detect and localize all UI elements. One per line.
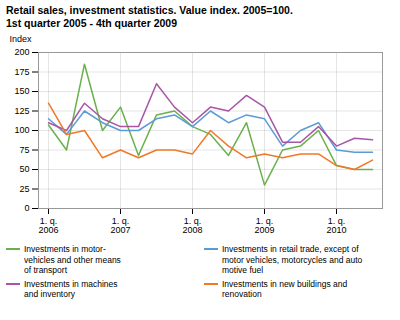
svg-text:200: 200 <box>14 47 29 57</box>
svg-text:75: 75 <box>19 145 29 155</box>
svg-text:150: 150 <box>14 86 29 96</box>
html-text:Investments in retail trade, e: Investments in retail trade, except of m… <box>222 244 363 275</box>
html-text:Retail sales, investment stati: Retail sales, investment statistics. Val… <box>6 4 293 16</box>
svg-text:125: 125 <box>14 106 29 116</box>
html-text:Investments in machines and in: Investments in machines and inventory <box>24 278 118 299</box>
svg-text:1. q.2006: 1. q.2006 <box>38 216 58 235</box>
svg-text:0: 0 <box>24 203 29 213</box>
html-text:Investments in motor- vehicles: Investments in motor- vehicles and other… <box>24 244 121 275</box>
svg-text:25: 25 <box>19 184 29 194</box>
svg-text:50: 50 <box>19 164 29 174</box>
svg-text:1. q.2009: 1. q.2009 <box>254 216 274 235</box>
svg-text:100: 100 <box>14 125 29 135</box>
svg-text:Index: Index <box>10 34 33 44</box>
svg-text:1. q.2007: 1. q.2007 <box>110 216 130 235</box>
svg-text:1. q.2010: 1. q.2010 <box>326 216 346 235</box>
html-text:1st quarter 2005 - 4th quarter: 1st quarter 2005 - 4th quarter 2009 <box>6 17 177 29</box>
svg-text:1. q.2008: 1. q.2008 <box>182 216 202 235</box>
html-text:Investments in new buildings a: Investments in new buildings and renovat… <box>222 278 348 299</box>
svg-text:175: 175 <box>14 67 29 77</box>
